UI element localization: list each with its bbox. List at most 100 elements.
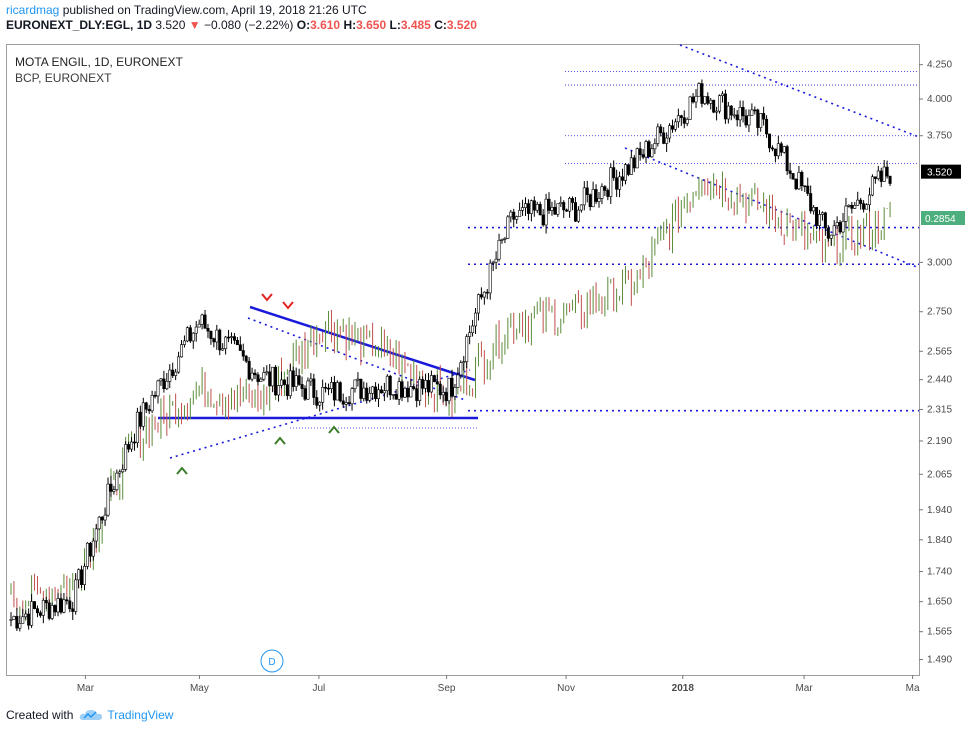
tradingview-cloud-icon <box>80 710 103 720</box>
candle-body <box>723 93 727 120</box>
y-tick-label: 1.490 <box>927 655 952 666</box>
candle-body <box>779 143 783 153</box>
candle-body <box>27 613 31 626</box>
candle-body <box>38 612 42 616</box>
chart-frame[interactable] <box>6 44 920 676</box>
candle-body <box>329 382 333 389</box>
candle-body <box>441 392 445 396</box>
candle-body <box>135 411 139 443</box>
candle-body <box>400 381 404 398</box>
candle-body <box>609 167 613 197</box>
candle-body <box>844 205 848 222</box>
candle-body <box>659 126 663 134</box>
buy-arrow-icon <box>176 466 188 475</box>
candle-body <box>388 375 392 396</box>
candle-body <box>879 170 883 182</box>
candle-body <box>327 387 331 390</box>
candle-body <box>579 204 583 211</box>
candle-body <box>465 336 469 362</box>
candle-body <box>521 207 525 211</box>
candle-body <box>565 209 569 212</box>
candle-body <box>253 372 257 376</box>
x-tick-label: Mar <box>77 683 95 694</box>
candle-body <box>623 164 627 181</box>
candle-body <box>532 200 536 211</box>
footer: Created with TradingView <box>6 708 173 722</box>
candle-body <box>147 408 151 412</box>
candle-body <box>850 205 854 209</box>
candle-body <box>421 379 425 389</box>
open-label: O: <box>296 18 311 32</box>
candle-body <box>718 95 722 112</box>
candle-body <box>820 212 824 215</box>
candle-body <box>676 115 680 123</box>
y-tick-label: 1.650 <box>927 597 952 608</box>
candle-body <box>12 616 16 620</box>
candle-body <box>618 176 622 190</box>
candle-body <box>200 314 204 325</box>
candle-body <box>426 380 430 393</box>
down-arrow-icon: ▼ <box>188 18 201 32</box>
candle-body <box>806 185 810 194</box>
candle-body <box>391 394 395 396</box>
price-change: −0.080 (−2.22%) <box>203 18 294 32</box>
candle-body <box>150 395 154 412</box>
candle-body <box>468 332 472 337</box>
candle-body <box>191 332 195 342</box>
candle-body <box>744 115 748 126</box>
candle-body <box>403 388 407 398</box>
y-tick-label: 3.750 <box>927 131 952 142</box>
candle-body <box>124 444 128 470</box>
candle-body <box>776 143 780 157</box>
candle-body <box>221 348 225 351</box>
candle-body <box>203 314 207 329</box>
candle-body <box>462 361 466 363</box>
candle-body <box>515 216 519 220</box>
candle-body <box>274 366 278 396</box>
y-tick-label: 3.000 <box>927 257 952 268</box>
candle-body <box>697 83 701 97</box>
candle-body <box>476 294 480 314</box>
candle-body <box>397 381 401 400</box>
candle-body <box>629 157 633 175</box>
candle-body <box>612 167 616 179</box>
candle-body <box>300 384 304 389</box>
last-price-badge-label: 3.520 <box>927 168 952 179</box>
candle-body <box>197 323 201 328</box>
price-axis: 4.250 4.000 3.750 3.000 2.750 2.565 2.440 2.315… <box>919 60 965 666</box>
candle-body <box>838 222 842 233</box>
candle-body <box>94 528 98 542</box>
chart-header: ricardmag published on TradingView.com, … <box>6 3 477 33</box>
candle-body <box>500 239 504 241</box>
candle-body <box>74 579 78 612</box>
tradingview-brand: TradingView <box>107 708 174 722</box>
candle-body <box>556 203 560 215</box>
candle-body <box>573 202 577 222</box>
candle-body <box>109 483 113 492</box>
candle-body <box>682 117 686 124</box>
author-link[interactable]: ricardmag <box>6 3 60 17</box>
candle-body <box>194 326 198 334</box>
candle-body <box>288 370 292 396</box>
candle-body <box>185 327 189 342</box>
tradingview-link[interactable]: TradingView <box>79 708 173 722</box>
candle-body <box>279 379 283 386</box>
candle-body <box>130 441 134 450</box>
candle-body <box>277 385 281 396</box>
candle-body <box>632 157 636 169</box>
candle-body <box>582 187 586 206</box>
candle-body <box>662 132 666 144</box>
candle-body <box>679 115 683 119</box>
candle-body <box>635 148 639 169</box>
candle-body <box>568 198 572 212</box>
y-tick-label: 2.315 <box>927 404 952 415</box>
candle-body <box>65 599 69 602</box>
y-tick-label: 2.440 <box>927 375 952 386</box>
candle-body <box>474 312 478 327</box>
candle-body <box>174 371 178 376</box>
candle-body <box>435 381 439 385</box>
sell-arrow-icon <box>282 301 294 310</box>
x-tick-label: Ma <box>906 683 920 694</box>
candle-body <box>303 388 307 400</box>
